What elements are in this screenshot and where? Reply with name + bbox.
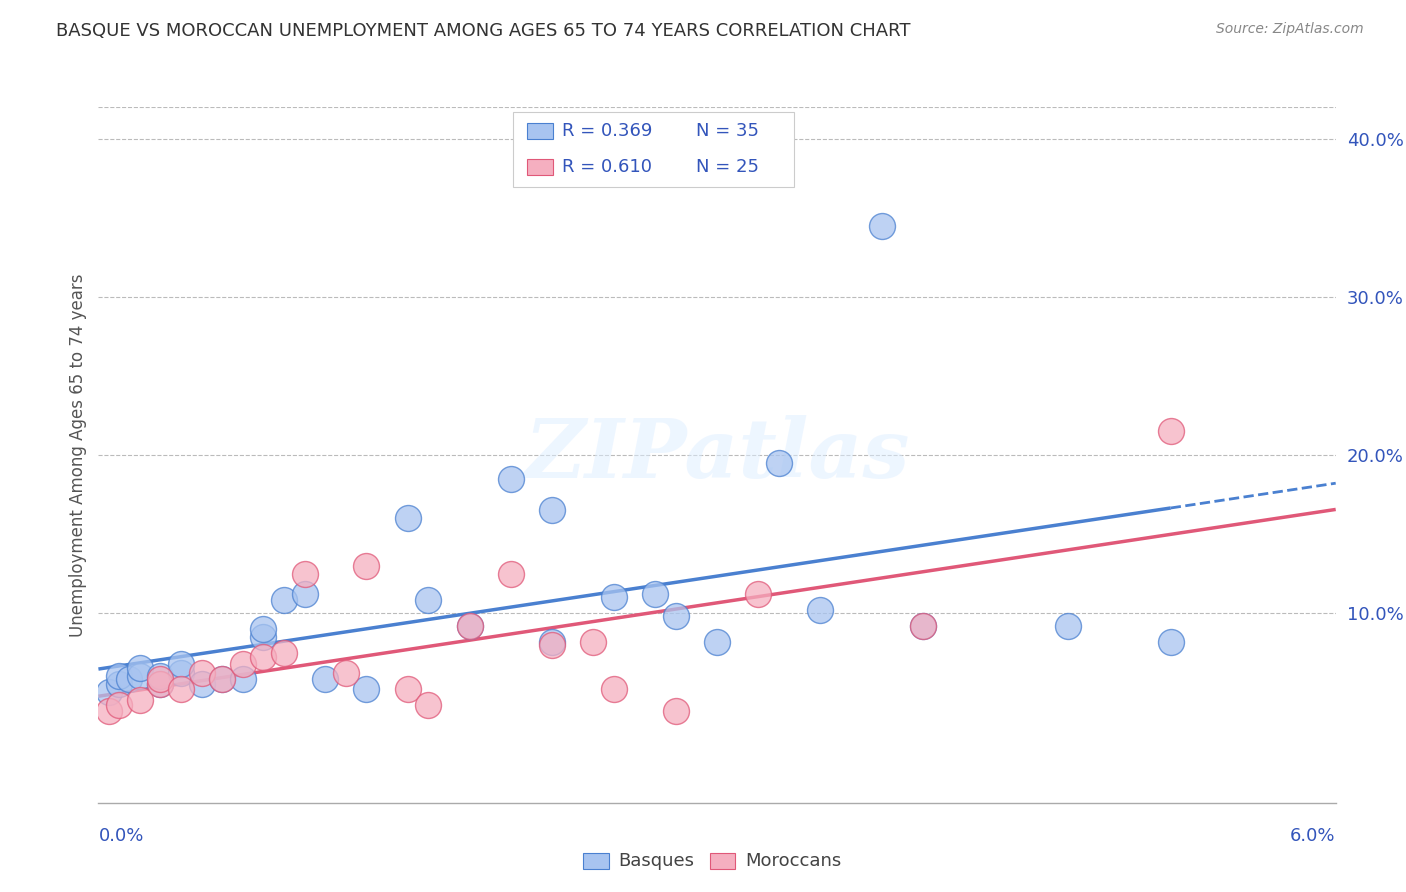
Point	[808, 603, 831, 617]
Text: R = 0.369: R = 0.369	[562, 122, 652, 140]
Point	[190, 666, 212, 681]
Point	[232, 657, 254, 671]
Point	[356, 681, 378, 696]
Point	[665, 704, 688, 718]
Point	[1160, 424, 1182, 438]
Point	[582, 634, 605, 648]
Point	[108, 698, 131, 712]
Text: 6.0%: 6.0%	[1291, 827, 1336, 845]
Point	[118, 673, 141, 687]
Point	[458, 618, 481, 632]
Text: 0.0%: 0.0%	[98, 827, 143, 845]
Point	[768, 456, 790, 470]
Point	[499, 566, 522, 581]
Point	[252, 650, 274, 665]
Point	[232, 673, 254, 687]
Point	[273, 646, 295, 660]
Point	[335, 666, 357, 681]
Point	[499, 472, 522, 486]
Point	[396, 511, 419, 525]
Point	[644, 587, 666, 601]
Point	[458, 618, 481, 632]
Point	[170, 657, 193, 671]
Text: Source: ZipAtlas.com: Source: ZipAtlas.com	[1216, 22, 1364, 37]
Point	[356, 558, 378, 573]
Point	[603, 681, 626, 696]
Point	[190, 677, 212, 691]
Y-axis label: Unemployment Among Ages 65 to 74 years: Unemployment Among Ages 65 to 74 years	[69, 273, 87, 637]
Text: ZIPatlas: ZIPatlas	[524, 415, 910, 495]
Point	[706, 634, 728, 648]
Point	[747, 587, 769, 601]
Point	[294, 566, 316, 581]
Point	[128, 661, 150, 675]
Point	[128, 693, 150, 707]
Point	[418, 698, 440, 712]
Point	[396, 681, 419, 696]
Point	[1056, 618, 1078, 632]
Point	[912, 618, 935, 632]
Text: Moroccans: Moroccans	[745, 852, 841, 870]
Point	[108, 677, 131, 691]
Point	[603, 591, 626, 605]
Point	[541, 503, 564, 517]
Point	[108, 669, 131, 683]
Point	[541, 634, 564, 648]
Point	[912, 618, 935, 632]
Point	[252, 622, 274, 636]
Point	[541, 638, 564, 652]
Point	[149, 673, 172, 687]
Point	[170, 666, 193, 681]
Point	[665, 609, 688, 624]
Point	[418, 593, 440, 607]
Point	[170, 681, 193, 696]
Point	[1160, 634, 1182, 648]
Point	[149, 677, 172, 691]
Text: BASQUE VS MOROCCAN UNEMPLOYMENT AMONG AGES 65 TO 74 YEARS CORRELATION CHART: BASQUE VS MOROCCAN UNEMPLOYMENT AMONG AG…	[56, 22, 911, 40]
Point	[128, 669, 150, 683]
Point	[252, 630, 274, 644]
Point	[294, 587, 316, 601]
Point	[211, 673, 233, 687]
Point	[870, 219, 893, 233]
Point	[211, 673, 233, 687]
Text: N = 25: N = 25	[696, 158, 759, 176]
Text: Basques: Basques	[619, 852, 695, 870]
Point	[273, 593, 295, 607]
Point	[97, 704, 120, 718]
Point	[97, 685, 120, 699]
Point	[149, 677, 172, 691]
Text: N = 35: N = 35	[696, 122, 759, 140]
Point	[149, 669, 172, 683]
Point	[314, 673, 336, 687]
Text: R = 0.610: R = 0.610	[562, 158, 652, 176]
